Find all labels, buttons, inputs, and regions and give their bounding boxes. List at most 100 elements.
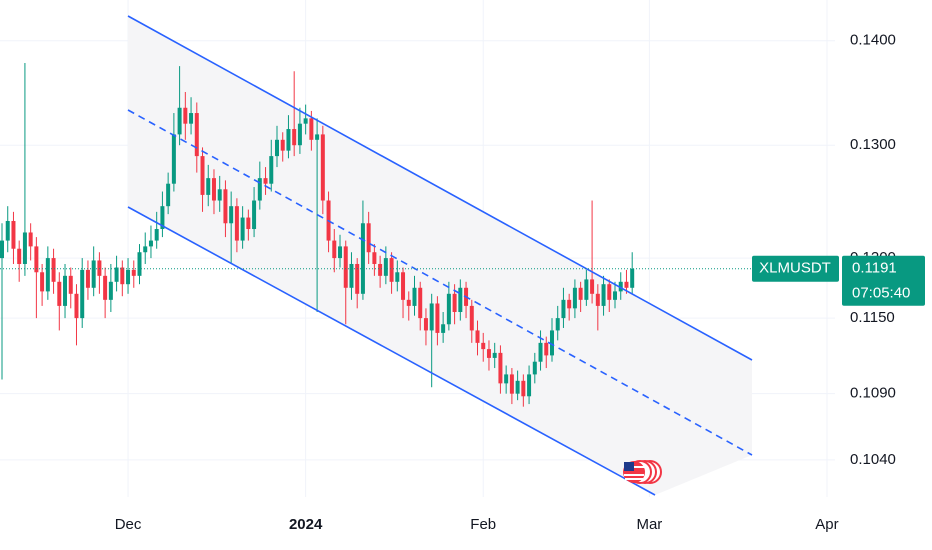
candle-body (137, 252, 142, 276)
candle-body (131, 269, 136, 276)
candle-body (143, 246, 148, 253)
candle-body (269, 156, 274, 184)
candle-body (315, 134, 320, 140)
x-tick-label: Mar (636, 516, 662, 533)
candle-body (332, 240, 337, 259)
candle-body (45, 258, 50, 292)
candle-body (504, 374, 509, 384)
candle-body (624, 281, 629, 288)
candle-body (360, 223, 365, 294)
candle-body (246, 217, 251, 230)
candle-body (40, 272, 45, 292)
candle-body (292, 129, 297, 146)
candle-body (257, 178, 262, 201)
candle-body (607, 284, 612, 300)
candle-body (240, 217, 245, 241)
symbol-label: XLMUSDT (759, 260, 831, 277)
candle-body (423, 318, 428, 331)
candle-body (200, 156, 205, 195)
candle-body (378, 263, 383, 276)
candle-body (171, 134, 176, 184)
candle-body (22, 232, 27, 264)
axes: 0.14000.13000.12000.11500.10900.1040Dec2… (0, 32, 925, 533)
candle-body (532, 361, 537, 375)
candle-body (85, 269, 90, 288)
candle-body (108, 281, 113, 300)
candle-body (57, 281, 62, 306)
candle-body (630, 268, 635, 288)
candles (0, 63, 635, 407)
candle-body (206, 178, 211, 195)
candle-body (74, 293, 79, 319)
symbol-box (752, 255, 839, 282)
candle-body (555, 318, 560, 331)
candle-body (166, 183, 171, 207)
channel-top (127, 15, 753, 361)
candle-body (5, 220, 10, 241)
channel-mid (127, 109, 753, 456)
x-tick-label: Feb (470, 516, 496, 533)
candle-body (223, 189, 228, 224)
candle-body (0, 240, 5, 259)
candle-body (103, 275, 108, 300)
candle-body (515, 380, 520, 394)
candle-body (28, 232, 33, 247)
candle-body (177, 107, 182, 135)
candle-body (338, 246, 343, 259)
last-price-label: 0.1191 (852, 260, 897, 277)
candle-body (429, 303, 434, 331)
candle-body (578, 287, 583, 300)
candle-body (406, 299, 411, 306)
candle-body (572, 287, 577, 309)
candle-body (595, 293, 600, 306)
candle-body (148, 240, 153, 247)
candle-body (154, 229, 159, 241)
candle-body (211, 178, 216, 201)
candle-body (521, 380, 526, 397)
candle-body (160, 206, 165, 230)
candle-body (601, 284, 606, 306)
y-tick-label: 0.1090 (850, 385, 896, 402)
y-tick-label: 0.1300 (850, 136, 896, 153)
candle-body (234, 206, 239, 241)
candle-body (418, 287, 423, 319)
candle-body (401, 272, 406, 300)
candle-body (452, 293, 457, 312)
candle-body (567, 299, 572, 309)
candle-body (618, 281, 623, 292)
candle-body (366, 223, 371, 253)
x-tick-label: 2024 (289, 516, 323, 533)
candle-body (280, 139, 285, 151)
candle-body (481, 342, 486, 350)
candle-body (446, 293, 451, 325)
candle-body (11, 220, 16, 249)
candle-body (383, 258, 388, 276)
candle-body (297, 123, 302, 146)
candle-body (91, 260, 96, 288)
channel-fill (128, 16, 752, 495)
candle-body (263, 178, 268, 184)
candle-body (63, 275, 68, 306)
candle-body (17, 248, 22, 264)
candle-body (475, 330, 480, 343)
candle-body (372, 252, 377, 264)
candle-body (34, 246, 39, 273)
candle-body (389, 258, 394, 282)
candle-body (120, 267, 125, 285)
x-tick-label: Apr (815, 516, 838, 533)
candle-body (349, 263, 354, 288)
candle-body (584, 279, 589, 300)
candle-body (126, 269, 131, 285)
countdown-label: 07:05:40 (852, 285, 910, 302)
price-box (842, 255, 925, 306)
candle-body (217, 189, 222, 201)
candle-body (458, 287, 463, 312)
candle-body (498, 352, 503, 384)
candle-body (527, 374, 532, 397)
candle-body (68, 275, 73, 294)
candle-body (561, 299, 566, 319)
candle-body (274, 139, 279, 157)
candle-body (492, 352, 497, 358)
candle-body (355, 263, 360, 294)
